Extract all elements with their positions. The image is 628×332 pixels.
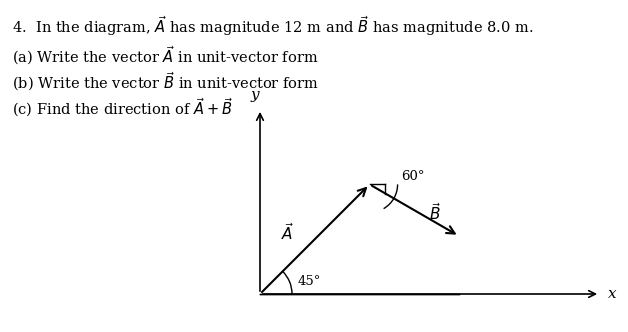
Text: x: x <box>608 287 617 301</box>
Text: $\vec{B}$: $\vec{B}$ <box>429 202 441 223</box>
Text: 4.  In the diagram, $\vec{A}$ has magnitude 12 m and $\vec{B}$ has magnitude 8.0: 4. In the diagram, $\vec{A}$ has magnitu… <box>12 14 534 38</box>
Text: 60°: 60° <box>401 170 425 183</box>
Text: (b) Write the vector $\vec{B}$ in unit-vector form: (b) Write the vector $\vec{B}$ in unit-v… <box>12 70 319 93</box>
Text: (a) Write the vector $\vec{A}$ in unit-vector form: (a) Write the vector $\vec{A}$ in unit-v… <box>12 44 318 66</box>
Text: $\vec{A}$: $\vec{A}$ <box>281 222 294 243</box>
Text: y: y <box>251 88 259 102</box>
Text: (c) Find the direction of $\vec{A}+\vec{B}$: (c) Find the direction of $\vec{A}+\vec{… <box>12 96 233 119</box>
Text: 45°: 45° <box>298 275 322 288</box>
